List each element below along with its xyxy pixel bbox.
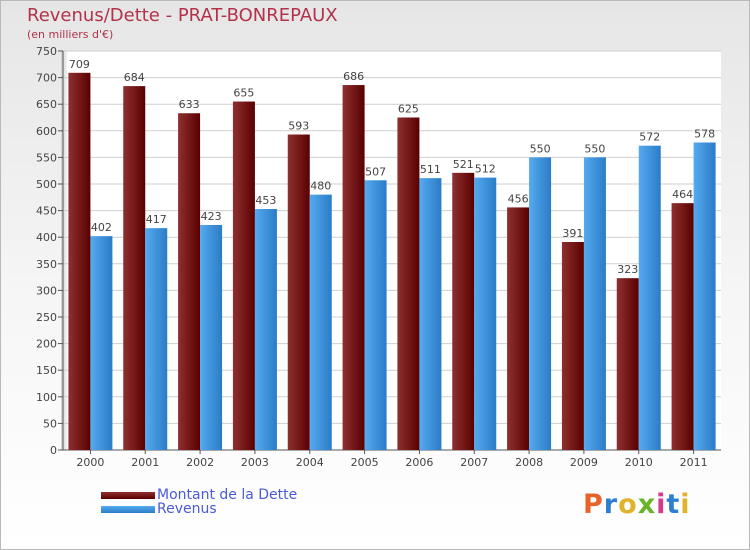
legend-swatch-dette	[101, 492, 155, 499]
data-label-revenus: 507	[365, 165, 386, 178]
y-tick-label: 150	[36, 364, 57, 377]
data-label-revenus: 572	[639, 131, 660, 144]
x-tick-label: 2007	[460, 456, 488, 469]
y-tick-label: 300	[36, 284, 57, 297]
bar-revenus	[90, 236, 113, 450]
legend-label-revenus: Revenus	[157, 501, 217, 517]
x-tick-label: 2008	[515, 456, 543, 469]
bar-dette	[616, 278, 639, 450]
data-label-revenus: 550	[530, 142, 551, 155]
data-label-dette: 456	[508, 192, 529, 205]
data-label-dette: 521	[453, 158, 474, 171]
data-label-dette: 625	[398, 103, 419, 116]
bar-dette	[507, 207, 530, 450]
data-label-revenus: 550	[584, 142, 605, 155]
data-label-revenus: 511	[420, 163, 441, 176]
bar-dette	[452, 172, 475, 450]
data-label-revenus: 453	[255, 194, 276, 207]
data-label-dette: 464	[672, 188, 693, 201]
y-tick-label: 0	[50, 444, 57, 457]
bar-dette	[287, 134, 310, 451]
bar-revenus	[474, 177, 497, 450]
y-tick-label: 100	[36, 391, 57, 404]
x-tick-label: 2011	[680, 456, 708, 469]
y-tick-label: 350	[36, 258, 57, 271]
legend-swatch-revenus	[101, 506, 155, 513]
x-tick-label: 2003	[241, 456, 269, 469]
y-tick-label: 700	[36, 72, 57, 85]
x-tick-label: 2005	[351, 456, 379, 469]
bar-dette	[671, 203, 694, 450]
bar-revenus	[364, 180, 387, 450]
x-tick-label: 2002	[186, 456, 214, 469]
data-label-revenus: 512	[475, 163, 496, 176]
x-tick-label: 2000	[76, 456, 104, 469]
x-tick-label: 2006	[405, 456, 433, 469]
y-tick-label: 650	[36, 98, 57, 111]
bar-revenus	[583, 157, 606, 450]
proxiti-logo: Proxiti	[583, 489, 691, 520]
data-label-dette: 709	[69, 58, 90, 71]
x-tick-label: 2004	[296, 456, 324, 469]
x-tick-label: 2009	[570, 456, 598, 469]
data-label-dette: 686	[343, 70, 364, 83]
bar-revenus	[693, 142, 716, 450]
bar-revenus	[145, 228, 168, 450]
bar-dette	[178, 113, 201, 450]
bar-revenus	[638, 145, 661, 451]
bar-revenus	[254, 209, 277, 450]
bar-dette	[68, 72, 91, 450]
y-tick-label: 750	[36, 45, 57, 58]
bar-revenus	[419, 178, 442, 450]
data-label-dette: 684	[124, 71, 145, 84]
chart-title: Revenus/Dette - PRAT-BONREPAUX	[27, 5, 338, 26]
data-label-revenus: 480	[310, 180, 331, 193]
bar-revenus	[529, 157, 552, 450]
bar-dette	[397, 117, 420, 450]
data-label-dette: 633	[179, 98, 200, 111]
data-label-dette: 323	[617, 263, 638, 276]
chart-subtitle: (en milliers d'€)	[27, 28, 114, 41]
bar-dette	[561, 241, 584, 450]
data-label-dette: 655	[233, 87, 254, 100]
data-label-dette: 593	[288, 120, 309, 133]
y-tick-label: 200	[36, 338, 57, 351]
y-tick-label: 400	[36, 231, 57, 244]
data-label-revenus: 417	[146, 213, 167, 226]
plot-area	[63, 51, 721, 450]
y-tick-label: 450	[36, 205, 57, 218]
y-tick-label: 550	[36, 151, 57, 164]
plot-wall	[61, 51, 67, 450]
bar-dette	[342, 85, 365, 450]
bar-dette	[232, 101, 255, 450]
x-tick-label: 2001	[131, 456, 159, 469]
bar-revenus	[200, 224, 223, 450]
x-tick-label: 2010	[625, 456, 653, 469]
data-label-revenus: 578	[694, 128, 715, 141]
y-tick-label: 250	[36, 311, 57, 324]
legend-label-dette: Montant de la Dette	[157, 487, 298, 503]
y-tick-label: 600	[36, 125, 57, 138]
bar-dette	[123, 86, 146, 450]
data-label-dette: 391	[562, 227, 583, 240]
y-tick-label: 500	[36, 178, 57, 191]
y-tick-label: 50	[43, 417, 57, 430]
data-label-revenus: 402	[91, 221, 112, 234]
data-label-revenus: 423	[201, 210, 222, 223]
bar-revenus	[309, 194, 332, 450]
